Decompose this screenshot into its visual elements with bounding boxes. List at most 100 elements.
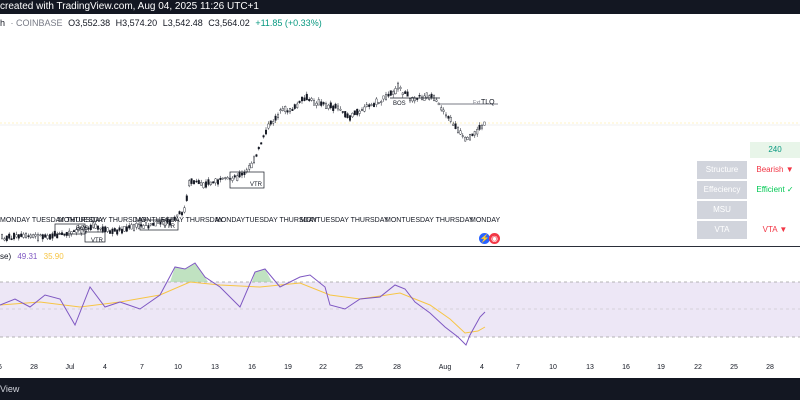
candle-body [322, 102, 325, 105]
candle-body [257, 146, 260, 150]
candle-body [466, 137, 469, 140]
candle-body [248, 165, 251, 170]
candle-body [5, 235, 8, 241]
candle-body [41, 234, 44, 240]
symbol-legend: h · COINBASE O3,552.38 H3,574.20 L3,542.… [0, 18, 325, 28]
candle-body [125, 226, 128, 232]
candle-body [303, 97, 306, 101]
candle-body [111, 228, 114, 234]
time-axis[interactable]: 6 28 Jul 4 7 10 13 16 19 22 25 28 Aug 4 7 10 13 16 19 22 25 2… [0, 360, 800, 378]
day-markers: MONTUESDAY THURSDAY [58, 217, 147, 224]
candle-body [159, 221, 162, 225]
view-label[interactable]: View [0, 384, 20, 394]
candle-body [77, 227, 80, 231]
candle-body [329, 102, 332, 109]
candle-body [108, 230, 111, 234]
candle-body [221, 177, 224, 180]
candle-body [164, 220, 167, 226]
candle-body [207, 179, 210, 185]
price-chart[interactable]: BOS VTR VTR VTR BOS TLQ Ext MONDAY TUESD… [0, 14, 800, 246]
lightning-icon[interactable]: ⚡ [479, 233, 490, 244]
candle-body [346, 113, 349, 119]
candle-body [200, 182, 203, 186]
candle-body [449, 117, 452, 122]
rsi-ma-line [0, 281, 486, 334]
time-axis-tick: 13 [211, 364, 219, 371]
candle-body [406, 91, 409, 97]
vtr-box [229, 171, 265, 189]
time-axis-tick: 4 [480, 364, 484, 371]
close-value: C3,564.02 [208, 18, 250, 28]
candle-body [3, 238, 6, 241]
candle-body [245, 169, 248, 173]
candle-body [308, 99, 311, 101]
candle-body [437, 102, 440, 106]
candle-body [368, 104, 371, 107]
candle-body [267, 123, 270, 129]
candle-body [216, 179, 219, 185]
candle-body [473, 131, 476, 136]
candle-body [140, 224, 143, 227]
vtr-label: VTR [250, 182, 263, 188]
candle-body [118, 227, 121, 231]
candle-body [233, 175, 236, 178]
candle-body [339, 108, 342, 111]
symbol-name: h [0, 18, 6, 28]
candle-body [262, 135, 265, 138]
time-axis-tick: 6 [0, 364, 2, 371]
candle-body [219, 177, 222, 181]
candle-body [442, 109, 445, 112]
rsi-chart[interactable] [0, 247, 800, 359]
candle-body [46, 235, 49, 239]
candle-body [185, 195, 188, 201]
candle-body [377, 102, 380, 104]
candle-body [471, 133, 474, 137]
candle-body [373, 103, 376, 107]
candle-body [72, 230, 75, 233]
day-markers: MONDAY [470, 217, 501, 224]
candle-body [293, 104, 296, 109]
candle-body [392, 91, 395, 95]
bottom-bar: View [0, 378, 800, 400]
candle-body [192, 180, 195, 184]
candle-body [353, 110, 356, 115]
bos-label: BOS [76, 226, 89, 232]
candle-body [15, 234, 18, 238]
time-axis-tick: 10 [549, 364, 557, 371]
candle-body [284, 106, 287, 112]
candle-body [313, 100, 316, 106]
candle-body [389, 90, 392, 96]
candle-body [1, 234, 4, 239]
candle-body [82, 226, 85, 231]
candle-body [37, 234, 40, 241]
overbought-fill [170, 263, 272, 282]
candle-body [22, 233, 25, 238]
pane-separator[interactable] [0, 246, 800, 247]
candle-body [101, 226, 104, 232]
candlestick-series [1, 81, 486, 243]
candle-body [440, 107, 443, 111]
candle-body [202, 182, 205, 189]
day-markers: MONDAY TUESDAY THURSDAY [0, 217, 104, 224]
candle-body [63, 234, 66, 236]
created-text: created with TradingView.com, Aug 04, 20… [0, 1, 259, 12]
candle-body [56, 234, 59, 239]
candle-body [361, 109, 364, 112]
candle-body [87, 227, 90, 230]
efficiency-label: Effeciency [697, 181, 747, 199]
time-axis-tick: 7 [140, 364, 144, 371]
time-axis-tick: 22 [319, 364, 327, 371]
candle-body [154, 221, 157, 227]
time-axis-tick: 22 [694, 364, 702, 371]
time-axis-tick: 25 [355, 364, 363, 371]
structure-label: Structure [697, 161, 747, 179]
candle-body [212, 181, 215, 184]
candle-body [10, 238, 13, 241]
day-markers: MONTUESDAY THURSDAY [385, 217, 474, 224]
candle-body [214, 178, 217, 184]
candle-body [240, 172, 243, 176]
flag-icon[interactable]: ◉ [489, 233, 500, 244]
candle-body [120, 228, 123, 234]
candle-body [416, 98, 419, 100]
candle-body [44, 234, 47, 238]
